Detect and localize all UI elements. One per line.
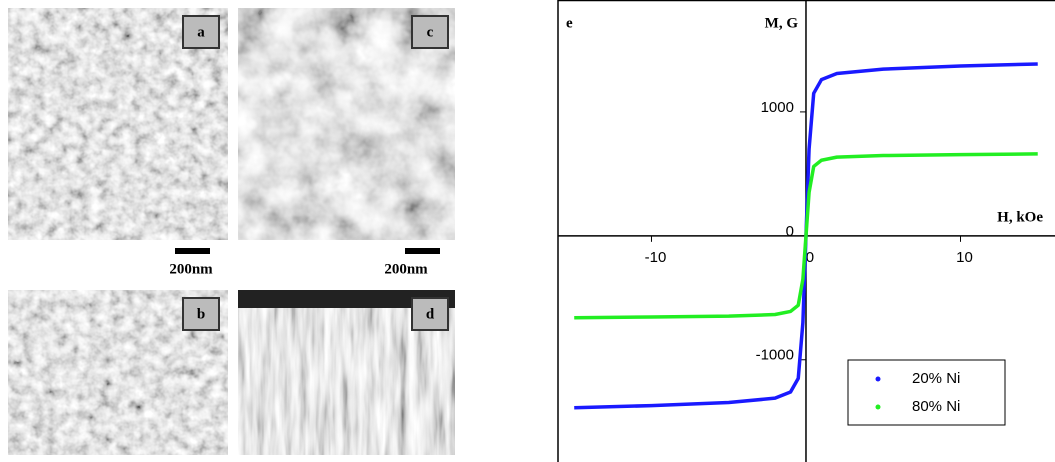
scale-bar	[175, 248, 210, 254]
scale-bar-label: 200nm	[169, 261, 213, 277]
panel-label: a	[197, 24, 205, 40]
panel-label: c	[427, 24, 434, 40]
panel-label: d	[426, 306, 435, 322]
y-tick-label: 0	[786, 223, 794, 240]
legend-marker	[875, 376, 881, 382]
sem-panels: a c b d 200nm 200nm	[8, 8, 455, 455]
legend-label: 20% Ni	[912, 370, 960, 387]
y-tick-label: 1000	[761, 99, 794, 116]
legend	[847, 359, 1006, 426]
x-tick-label: -10	[645, 249, 667, 266]
y-tick-label: -1000	[756, 347, 794, 364]
scale-bar-label: 200nm	[384, 261, 428, 277]
y-axis-label: M, G	[765, 15, 799, 31]
panel-label-box	[182, 15, 220, 49]
legend-label: 80% Ni	[912, 398, 960, 415]
panel-annotation: e	[566, 15, 573, 31]
x-tick-label: 0	[806, 249, 814, 266]
scale-bar	[405, 248, 440, 254]
x-axis-label: H, kOe	[997, 209, 1043, 225]
legend-marker	[875, 404, 881, 410]
series-line	[574, 152, 1038, 320]
x-tick-label: 10	[956, 249, 973, 266]
panel-label-box	[411, 297, 449, 331]
panel-label: b	[197, 306, 205, 322]
panel-label-box	[182, 297, 220, 331]
sem-top-edge	[238, 290, 455, 308]
panel-label-box	[411, 15, 449, 49]
